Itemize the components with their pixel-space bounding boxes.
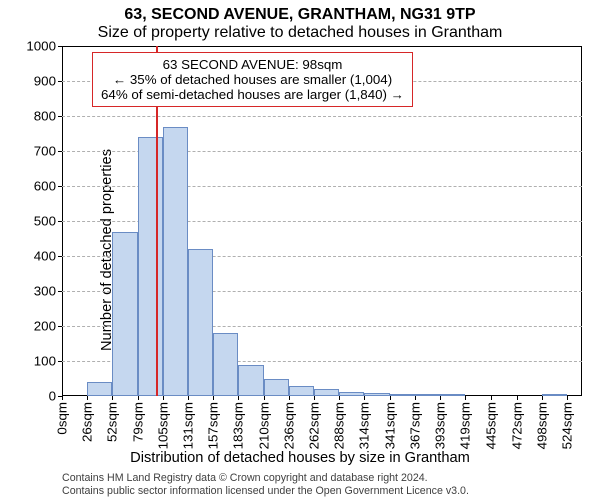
histogram-bar — [339, 392, 364, 396]
xtick-label: 79sqm — [131, 402, 146, 442]
xtick-mark — [213, 396, 214, 400]
xtick-label: 393sqm — [433, 402, 448, 449]
xtick-mark — [364, 396, 365, 400]
ytick-label: 800 — [34, 109, 56, 124]
footer-line2: Contains public sector information licen… — [62, 485, 469, 498]
ytick-mark — [58, 361, 62, 362]
ytick-mark — [58, 256, 62, 257]
ytick-label: 300 — [34, 284, 56, 299]
histogram-bar — [138, 137, 163, 396]
xtick-mark — [415, 396, 416, 400]
ytick-label: 500 — [34, 214, 56, 229]
histogram-bar — [415, 394, 440, 396]
ytick-mark — [58, 151, 62, 152]
histogram-bar — [264, 379, 289, 397]
xtick-mark — [390, 396, 391, 400]
chart-title-line1: 63, SECOND AVENUE, GRANTHAM, NG31 9TP — [0, 6, 600, 24]
xtick-label: 52sqm — [105, 402, 120, 442]
footer-line1: Contains HM Land Registry data © Crown c… — [62, 472, 469, 485]
chart-container: 63, SECOND AVENUE, GRANTHAM, NG31 9TP Si… — [0, 0, 600, 500]
xtick-mark — [264, 396, 265, 400]
xtick-label: 341sqm — [383, 402, 398, 449]
histogram-bar — [238, 365, 264, 397]
x-axis-label: Distribution of detached houses by size … — [0, 450, 600, 466]
xtick-mark — [112, 396, 113, 400]
ytick-label: 400 — [34, 249, 56, 264]
ytick-label: 900 — [34, 74, 56, 89]
histogram-bar — [390, 394, 415, 396]
xtick-mark — [314, 396, 315, 400]
xtick-label: 288sqm — [332, 402, 347, 449]
ytick-mark — [58, 291, 62, 292]
xtick-label: 262sqm — [307, 402, 322, 449]
ytick-mark — [58, 81, 62, 82]
xtick-mark — [339, 396, 340, 400]
histogram-bar — [112, 232, 138, 397]
ytick-label: 1000 — [26, 39, 56, 54]
xtick-label: 367sqm — [408, 402, 423, 449]
xtick-mark — [238, 396, 239, 400]
ytick-label: 700 — [34, 144, 56, 159]
histogram-bar — [440, 394, 465, 396]
xtick-mark — [163, 396, 164, 400]
gridline — [62, 116, 582, 117]
xtick-label: 105sqm — [156, 402, 171, 449]
xtick-label: 210sqm — [257, 402, 272, 449]
xtick-mark — [465, 396, 466, 400]
xtick-mark — [188, 396, 189, 400]
xtick-mark — [542, 396, 543, 400]
ytick-label: 100 — [34, 354, 56, 369]
xtick-mark — [517, 396, 518, 400]
xtick-label: 0sqm — [55, 402, 70, 435]
ytick-mark — [58, 46, 62, 47]
xtick-label: 445sqm — [483, 402, 498, 449]
xtick-mark — [567, 396, 568, 400]
annotation-box: 63 SECOND AVENUE: 98sqm← 35% of detached… — [92, 52, 413, 107]
xtick-label: 131sqm — [181, 402, 196, 449]
ytick-label: 600 — [34, 179, 56, 194]
xtick-mark — [87, 396, 88, 400]
xtick-label: 524sqm — [559, 402, 574, 449]
xtick-mark — [440, 396, 441, 400]
plot-area: 010020030040050060070080090010000sqm26sq… — [62, 46, 582, 396]
histogram-bar — [87, 382, 112, 396]
annotation-line-3: 64% of semi-detached houses are larger (… — [101, 87, 404, 102]
annotation-line-1: 63 SECOND AVENUE: 98sqm — [101, 57, 404, 72]
histogram-bar — [188, 249, 213, 396]
xtick-label: 498sqm — [534, 402, 549, 449]
ytick-mark — [58, 186, 62, 187]
xtick-mark — [491, 396, 492, 400]
xtick-label: 314sqm — [357, 402, 372, 449]
ytick-label: 200 — [34, 319, 56, 334]
histogram-bar — [542, 394, 567, 396]
xtick-label: 236sqm — [282, 402, 297, 449]
chart-title-line2: Size of property relative to detached ho… — [0, 24, 600, 42]
histogram-bar — [364, 393, 390, 397]
xtick-label: 472sqm — [509, 402, 524, 449]
ytick-mark — [58, 326, 62, 327]
ytick-mark — [58, 221, 62, 222]
xtick-label: 157sqm — [206, 402, 221, 449]
xtick-mark — [289, 396, 290, 400]
histogram-bar — [163, 127, 188, 397]
histogram-bar — [289, 386, 314, 397]
xtick-mark — [138, 396, 139, 400]
footer-attribution: Contains HM Land Registry data © Crown c… — [62, 472, 469, 499]
xtick-mark — [62, 396, 63, 400]
xtick-label: 183sqm — [231, 402, 246, 449]
histogram-bar — [213, 333, 238, 396]
xtick-label: 419sqm — [458, 402, 473, 449]
xtick-label: 26sqm — [80, 402, 95, 442]
annotation-line-2: ← 35% of detached houses are smaller (1,… — [101, 72, 404, 87]
ytick-mark — [58, 116, 62, 117]
histogram-bar — [314, 389, 339, 396]
